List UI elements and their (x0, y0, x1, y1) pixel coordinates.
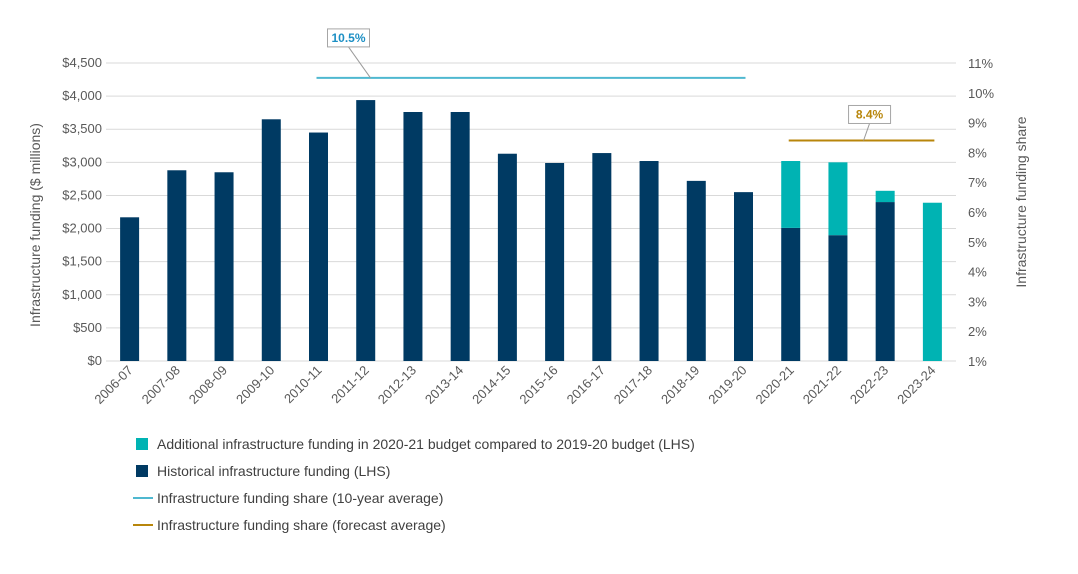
legend-item: Infrastructure funding share (forecast a… (133, 517, 446, 533)
y2-tick-label: 8% (968, 145, 987, 160)
x-tick-label: 2017-18 (611, 363, 655, 407)
legend-label: Additional infrastructure funding in 202… (157, 436, 695, 452)
y-tick-label: $4,000 (62, 88, 102, 103)
x-tick-label: 2015-16 (516, 363, 560, 407)
bar-historical-2021-22 (828, 235, 848, 361)
y-tick-label: $2,000 (62, 221, 102, 236)
y2-tick-label: 10% (968, 86, 994, 101)
x-tick-label: 2019-20 (705, 363, 749, 407)
bar-historical-2008-09 (214, 172, 234, 361)
y2-tick-label: 4% (968, 265, 987, 280)
bar-historical-2015-16 (545, 162, 565, 361)
x-tick-label: 2020-21 (752, 363, 796, 407)
y2-tick-label: 2% (968, 324, 987, 339)
y2-tick-label: 6% (968, 205, 987, 220)
callout-leader (863, 123, 871, 141)
bar-additional-2020-21 (781, 161, 801, 228)
x-tick-label: 2009-10 (233, 363, 277, 407)
y-tick-label: $4,500 (62, 55, 102, 70)
x-axis-ticks: 2006-07 2007-08 2008-09 2009-10 2010-11 2011-… (91, 363, 938, 407)
callout-box (848, 104, 892, 124)
x-tick-label: 2014-15 (469, 363, 513, 407)
callout-leader (348, 46, 371, 79)
average-lines: 10.5% 8.4% (316, 28, 935, 142)
left-axis-ticks: $0 $500 $1,000 $1,500 $2,000 $2,500 $3,000 $3,5… (62, 55, 102, 368)
bar-historical-2013-14 (450, 112, 470, 361)
y2-tick-label: 3% (968, 294, 987, 309)
bar-historical-2018-19 (686, 180, 706, 361)
y-tick-label: $1,500 (62, 254, 102, 269)
y2-tick-label: 1% (968, 354, 987, 369)
bar-additional-2021-22 (828, 162, 848, 236)
y2-tick-label: 11% (968, 56, 993, 71)
legend-label: Infrastructure funding share (10-year av… (157, 490, 443, 506)
y-tick-label: $3,500 (62, 121, 102, 136)
callout-label: 10.5% (331, 31, 365, 45)
x-tick-label: 2011-12 (328, 363, 372, 407)
y-tick-label: $1,000 (62, 287, 102, 302)
ten-year-average-callout: 10.5% (327, 28, 371, 79)
bar-historical-2006-07 (120, 217, 140, 361)
bars (120, 100, 942, 362)
bar-historical-2010-11 (309, 132, 328, 361)
bar-additional-2022-23 (875, 190, 895, 203)
bar-historical-2007-08 (167, 170, 187, 361)
callout-label: 8.4% (856, 107, 884, 121)
callout-box (327, 28, 370, 48)
legend-item: Infrastructure funding share (10-year av… (133, 490, 443, 506)
x-tick-label: 2007-08 (139, 363, 183, 407)
bar-historical-2014-15 (497, 153, 517, 361)
bar-historical-2022-23 (875, 202, 895, 361)
legend-item: Historical infrastructure funding (LHS) (136, 463, 390, 479)
bar-additional-2023-24 (922, 202, 942, 361)
legend-swatch (136, 438, 148, 450)
y2-tick-label: 7% (968, 175, 987, 190)
x-tick-label: 2022-23 (847, 363, 891, 407)
bar-historical-2019-20 (734, 192, 753, 361)
y-tick-label: $2,500 (62, 187, 102, 202)
legend-swatch (136, 465, 148, 477)
x-tick-label: 2008-09 (186, 363, 230, 407)
bar-historical-2011-12 (356, 100, 376, 361)
right-axis-ticks: 1% 2% 3% 4% 5% 6% 7% 8% 9% 10% 11% (968, 56, 994, 369)
legend-label: Infrastructure funding share (forecast a… (157, 517, 446, 533)
legend-label: Historical infrastructure funding (LHS) (157, 463, 390, 479)
x-tick-label: 2016-17 (564, 363, 608, 407)
bar-historical-2009-10 (261, 119, 281, 362)
forecast-average-callout: 8.4% (848, 104, 892, 141)
right-axis-title: Infrastructure funding share (1013, 116, 1029, 287)
y-tick-label: $0 (88, 353, 102, 368)
x-tick-label: 2018-19 (658, 363, 702, 407)
y-tick-label: $3,000 (62, 154, 102, 169)
y2-tick-label: 9% (968, 116, 987, 131)
x-tick-label: 2010-11 (281, 363, 325, 407)
y-tick-label: $500 (73, 320, 102, 335)
x-tick-label: 2006-07 (91, 363, 135, 407)
bar-historical-2012-13 (403, 112, 423, 361)
x-tick-label: 2012-13 (375, 363, 419, 407)
left-axis-title: Infrastructure funding ($ millions) (27, 123, 43, 327)
x-tick-label: 2013-14 (422, 363, 466, 407)
bar-historical-2020-21 (781, 227, 801, 361)
bar-historical-2017-18 (639, 161, 659, 361)
x-tick-label: 2023-24 (894, 363, 938, 407)
bar-historical-2016-17 (592, 153, 612, 361)
legend-item: Additional infrastructure funding in 202… (136, 436, 695, 452)
x-tick-label: 2021-22 (800, 363, 844, 407)
legend: Additional infrastructure funding in 202… (133, 436, 695, 533)
gridlines (106, 62, 956, 362)
y2-tick-label: 5% (968, 235, 987, 250)
